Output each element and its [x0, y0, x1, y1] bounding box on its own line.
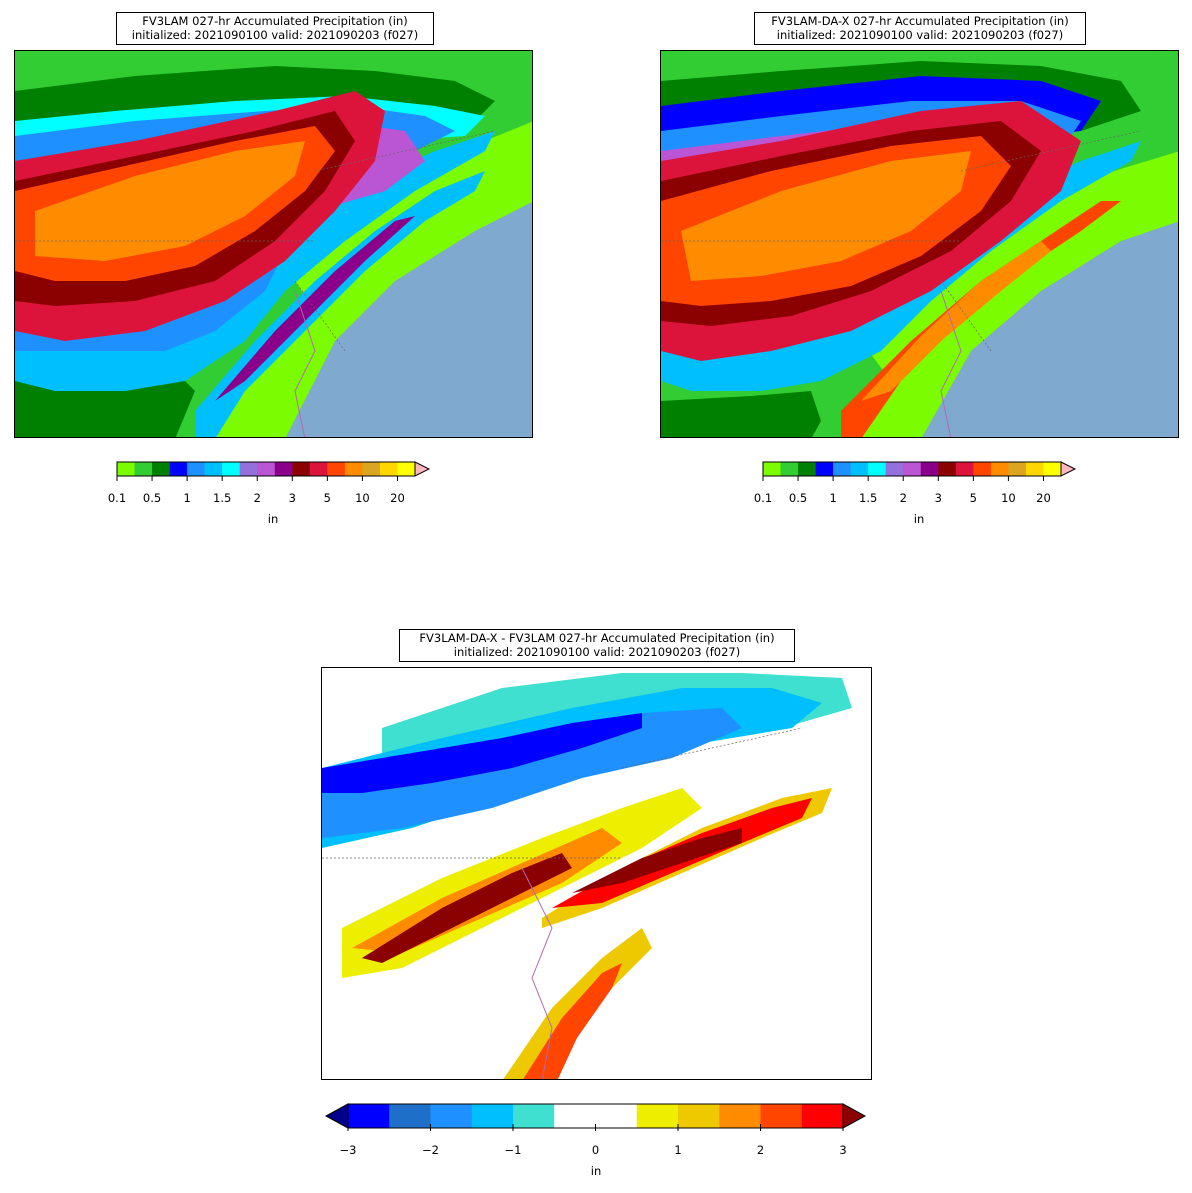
panel3-title-line1: FV3LAM-DA-X - FV3LAM 027-hr Accumulated …: [419, 631, 775, 645]
colorbar-tick-label: 0.5: [788, 491, 808, 505]
colorbar-segment: [292, 462, 311, 476]
colorbar-outline: [762, 461, 1062, 477]
colorbar-segment: [1043, 462, 1062, 476]
colorbar-tick-label: 0.5: [142, 491, 162, 505]
colorbar-segment: [763, 462, 781, 476]
panel2-title-line1: FV3LAM-DA-X 027-hr Accumulated Precipita…: [771, 14, 1069, 28]
colorbar-segment: [117, 462, 135, 476]
colorbar-segment: [187, 462, 205, 476]
panel2-colorbar: [762, 461, 1077, 481]
colorbar-segment: [513, 1104, 555, 1128]
colorbar-tick-label: −3: [339, 1143, 357, 1157]
colorbar-tick-label: 0: [591, 1143, 600, 1157]
colorbar-segment: [955, 462, 974, 476]
colorbar-tick-label: 10: [355, 491, 370, 505]
colorbar-segment: [780, 462, 799, 476]
colorbar-segment: [152, 462, 170, 476]
colorbar-segment: [257, 462, 276, 476]
colorbar-tick-label: 3: [839, 1143, 847, 1157]
colorbar-segment: [938, 462, 957, 476]
colorbar-segment: [348, 1104, 390, 1128]
panel1-title-line1: FV3LAM 027-hr Accumulated Precipitation …: [142, 14, 408, 28]
colorbar-tick-label: 5: [323, 491, 332, 505]
colorbar-segment: [798, 462, 816, 476]
panel1-precip-field: [15, 51, 532, 437]
panel3-title: FV3LAM-DA-X - FV3LAM 027-hr Accumulated …: [399, 629, 795, 662]
panel1-title: FV3LAM 027-hr Accumulated Precipitation …: [116, 12, 434, 45]
colorbar-segment: [389, 1104, 431, 1128]
colorbar-segment: [678, 1104, 720, 1128]
colorbar-tick-label: 1: [829, 491, 837, 505]
colorbar-segment: [973, 462, 992, 476]
panel1-map: [14, 50, 533, 438]
panel3-units: in: [590, 1164, 602, 1178]
panel2-units: in: [913, 512, 925, 526]
colorbar-tick-label: 2: [253, 491, 261, 505]
colorbar-segment: [344, 462, 363, 476]
colorbar-segment: [362, 462, 381, 476]
colorbar-segment: [1008, 462, 1027, 476]
colorbar-tick-label: 10: [1001, 491, 1016, 505]
panel3-colorbar: [324, 1103, 867, 1131]
colorbar-tick-label: 1: [674, 1143, 682, 1157]
panel3-title-line2: initialized: 2021090100 valid: 202109020…: [453, 645, 741, 659]
colorbar-segment: [169, 462, 188, 476]
panel3-map: [321, 667, 872, 1080]
panel1-units: in: [267, 512, 279, 526]
colorbar-tick-label: 20: [1036, 491, 1051, 505]
colorbar-segment: [327, 462, 346, 476]
colorbar-tick-label: 0.1: [753, 491, 773, 505]
colorbar-tick-label: 2: [899, 491, 907, 505]
colorbar-extend-min: [324, 1103, 349, 1129]
colorbar-segment: [885, 462, 904, 476]
colorbar-segment: [554, 1104, 596, 1128]
panel1-colorbar: [116, 461, 431, 481]
colorbar-segment: [636, 1104, 679, 1128]
colorbar-segment: [309, 462, 328, 476]
colorbar-tick-label: 1.5: [213, 491, 232, 505]
colorbar-tick-label: 20: [390, 491, 405, 505]
colorbar-segment: [134, 462, 153, 476]
colorbar-tick-label: −1: [504, 1143, 522, 1157]
colorbar-segment: [833, 462, 851, 476]
colorbar-outline: [116, 461, 416, 477]
colorbar-segment: [1025, 462, 1044, 476]
colorbar-segment: [239, 462, 258, 476]
colorbar-segment: [471, 1104, 514, 1128]
colorbar-segment: [204, 462, 223, 476]
colorbar-tick-label: 1: [183, 491, 191, 505]
colorbar-segment: [274, 462, 293, 476]
panel1-title-line2: initialized: 2021090100 valid: 202109020…: [131, 28, 419, 42]
colorbar-tick-label: 2: [756, 1143, 765, 1157]
colorbar-extend-max: [414, 461, 431, 477]
colorbar-segment: [801, 1104, 844, 1128]
colorbar-tick-label: −2: [422, 1143, 439, 1157]
panel2-title: FV3LAM-DA-X 027-hr Accumulated Precipita…: [754, 12, 1086, 45]
colorbar-tick-label: 3: [934, 491, 942, 505]
colorbar-segment: [719, 1104, 761, 1128]
colorbar-tick-label: 0.1: [107, 491, 127, 505]
colorbar-segment: [760, 1104, 803, 1128]
colorbar-segment: [397, 462, 416, 476]
panel3-diff-field: [322, 668, 871, 1079]
panel2-title-line2: initialized: 2021090100 valid: 202109020…: [776, 28, 1064, 42]
colorbar-segment: [990, 462, 1009, 476]
colorbar-segment: [222, 462, 241, 476]
colorbar-segment: [430, 1104, 473, 1128]
panel2-precip-field: [661, 51, 1178, 437]
colorbar-extend-max: [842, 1103, 867, 1129]
colorbar-tick-label: 1.5: [859, 491, 878, 505]
colorbar-segment: [868, 462, 887, 476]
colorbar-tick-label: 5: [969, 491, 978, 505]
colorbar-extend-max: [1060, 461, 1077, 477]
colorbar-segment: [903, 462, 922, 476]
colorbar-segment: [850, 462, 869, 476]
colorbar-segment: [379, 462, 398, 476]
colorbar-segment: [595, 1104, 638, 1128]
colorbar-segment: [815, 462, 834, 476]
panel2-map: [660, 50, 1179, 438]
colorbar-tick-label: 3: [288, 491, 296, 505]
colorbar-segment: [920, 462, 939, 476]
